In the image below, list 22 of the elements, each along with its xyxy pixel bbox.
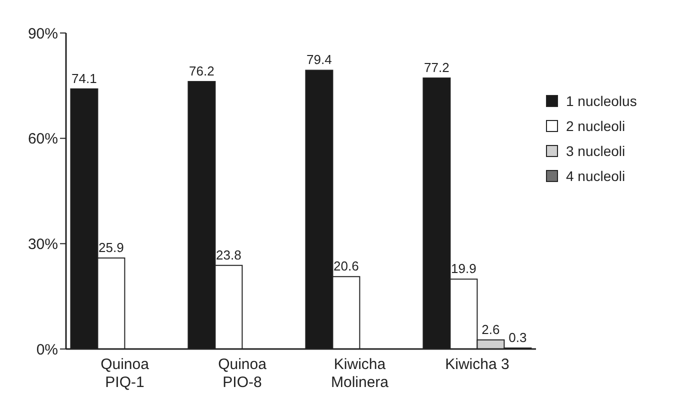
y-tick-label: 30% xyxy=(28,236,58,253)
data-label: 20.6 xyxy=(334,258,359,274)
legend-label: 3 nucleoli xyxy=(566,143,626,159)
legend-label: 4 nucleoli xyxy=(566,168,626,184)
legend-label: 1 nucleolus xyxy=(566,93,637,109)
data-label: 19.9 xyxy=(451,261,476,276)
x-tick-label: Quinoa PIQ-1 xyxy=(100,356,150,391)
x-tick-label: Quinoa PIO-8 xyxy=(218,356,268,391)
data-label: 79.4 xyxy=(306,52,332,68)
y-tick-label: 0% xyxy=(36,341,58,358)
data-label: 0.3 xyxy=(508,330,527,345)
data-label: 25.9 xyxy=(98,240,124,256)
y-tick-label: 60% xyxy=(28,130,58,148)
data-label: 76.2 xyxy=(189,63,214,78)
data-label: 77.2 xyxy=(424,60,450,75)
y-tick-label: 90% xyxy=(28,25,58,42)
data-label: 2.6 xyxy=(482,322,500,337)
data-label: 23.8 xyxy=(216,247,242,262)
x-tick-label: Kiwicha Molinera xyxy=(330,356,390,391)
data-label: 74.1 xyxy=(72,70,97,86)
legend-label: 2 nucleoli xyxy=(566,118,626,134)
x-tick-label: Kiwicha 3 xyxy=(445,356,510,373)
